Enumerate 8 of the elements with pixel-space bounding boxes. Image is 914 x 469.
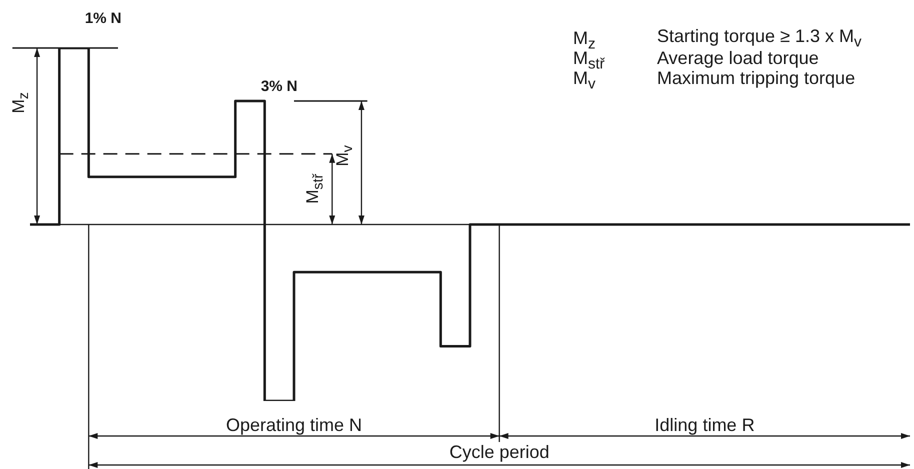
annotation: 3% N [260,78,298,94]
text: Idling time R [654,415,755,435]
text: 1% N [84,10,122,26]
annotation: Average load torque [657,48,819,68]
text: Cycle period [449,442,550,462]
annotation: Maximum tripping torque [657,68,856,88]
annotation: Starting torque ≥ 1.3 x M$_{v}$ [657,26,862,50]
text: Operating time N [226,415,362,435]
